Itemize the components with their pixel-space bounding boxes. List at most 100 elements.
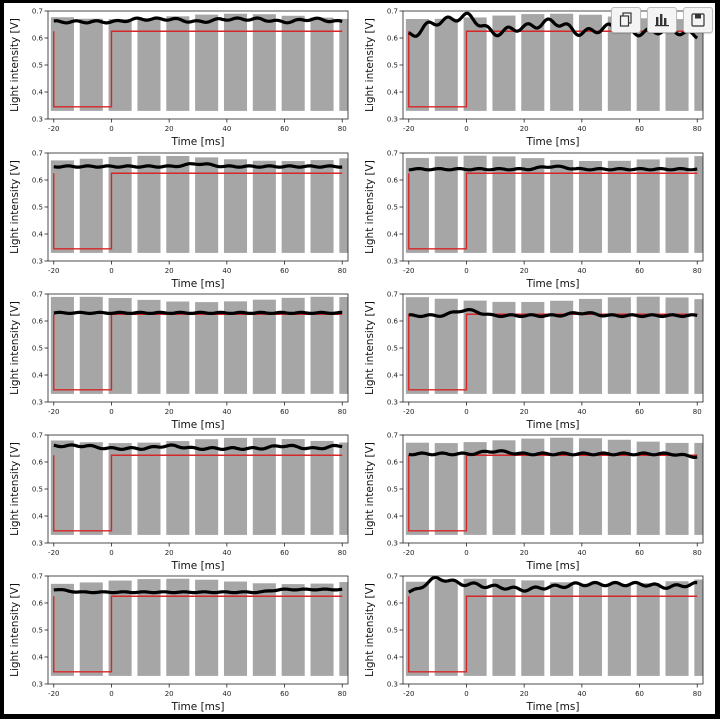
gray-band-segment (607, 439, 631, 535)
gray-band-segment (434, 579, 458, 676)
gray-band-segment (665, 19, 689, 111)
gray-band-segment (665, 581, 689, 676)
gray-band-segment (166, 16, 190, 111)
x-tick-label: 20 (165, 690, 174, 698)
y-tick-label: 0.3 (32, 399, 43, 407)
gray-band-segment (50, 440, 74, 535)
figure-svg: -20 0 20 40 60 80 0.3 0.4 0.5 0.6 0.7 Time [ms] Ligh… (9, 8, 704, 713)
gray-band-segment (281, 161, 305, 253)
y-tick-label: 0.6 (32, 318, 44, 326)
x-tick-label: 80 (693, 690, 702, 698)
y-tick-label: 0.6 (387, 600, 399, 608)
x-tick-label: 20 (165, 549, 174, 557)
x-tick-label: -20 (48, 549, 59, 557)
copy-button[interactable] (611, 7, 641, 33)
gray-band-segment (607, 160, 631, 253)
gray-band-segment (578, 438, 603, 535)
y-tick-label: 0.7 (387, 150, 398, 158)
y-tick-label: 0.7 (32, 291, 43, 299)
gray-band-segment (310, 583, 334, 676)
y-tick-label: 0.6 (387, 35, 399, 43)
gray-band-segment (434, 156, 458, 253)
y-tick-label: 0.3 (387, 681, 398, 689)
y-tick-label: 0.6 (387, 177, 399, 185)
red-step-series (53, 172, 343, 250)
y-tick-label: 0.4 (32, 513, 44, 521)
x-tick-label: 80 (693, 267, 702, 275)
gray-band-segment (434, 18, 458, 111)
y-tick-label: 0.3 (32, 681, 43, 689)
x-axis-label: Time [ms] (171, 278, 225, 290)
x-tick-label: 20 (165, 125, 174, 133)
black-trace-series (408, 164, 698, 172)
subplot-7: -20 0 20 40 60 80 0.3 0.4 0.5 0.6 0.7 Time [ms] Ligh… (9, 432, 349, 572)
gray-band-segment (665, 157, 689, 253)
x-tick-label: 60 (635, 125, 644, 133)
gray-band-segment (521, 301, 545, 394)
bar-chart-button[interactable] (647, 7, 677, 33)
gray-band-segment (636, 583, 660, 676)
y-tick-label: 0.7 (32, 8, 43, 16)
gray-band-segment (607, 584, 631, 676)
save-button[interactable] (683, 7, 713, 33)
x-tick-label: 60 (280, 125, 289, 133)
x-tick-label: 0 (109, 690, 113, 698)
y-tick-label: 0.5 (387, 62, 398, 70)
x-tick-label: 20 (520, 267, 529, 275)
y-tick-label: 0.5 (387, 627, 398, 635)
y-tick-label: 0.4 (387, 89, 399, 97)
plot-area (405, 296, 703, 394)
x-axis-label: Time [ms] (526, 419, 580, 431)
gray-band-segment (521, 14, 545, 111)
gray-band-segment (550, 437, 574, 535)
gray-band-segment (550, 159, 574, 253)
red-step-series (53, 30, 343, 108)
x-axis-label: Time [ms] (526, 701, 580, 713)
gray-band-segment (607, 16, 631, 111)
y-tick-label: 0.4 (387, 372, 399, 380)
gray-band-segment (223, 301, 248, 394)
gray-band-segment (281, 584, 305, 676)
gray-band-segment (79, 18, 103, 111)
plot-area (50, 296, 348, 394)
gray-band-segment (137, 442, 161, 535)
bar-chart-icon (655, 14, 669, 27)
gray-band-segment (195, 14, 219, 111)
subplot-3: -20 0 20 40 60 80 0.3 0.4 0.5 0.6 0.7 Time [ms] Ligh… (9, 150, 349, 290)
x-tick-label: -20 (48, 408, 59, 416)
gray-band-segment (578, 298, 603, 394)
x-tick-label: 0 (464, 267, 468, 275)
gray-band-segment (137, 155, 161, 253)
black-trace-series (408, 576, 698, 594)
gray-band-segment (550, 300, 574, 394)
gray-band-segment (550, 582, 574, 676)
gray-band-segment (665, 442, 689, 535)
y-tick-label: 0.3 (32, 116, 43, 124)
plot-area (405, 437, 703, 535)
black-trace-series (53, 162, 343, 169)
gray-band-segment (310, 440, 334, 535)
gray-band-segment (492, 578, 516, 676)
plot-area (50, 155, 348, 253)
y-tick-label: 0.7 (387, 8, 398, 16)
gray-band-segment (405, 297, 429, 394)
gray-band-segment (252, 583, 276, 676)
red-step-series (53, 595, 343, 673)
x-tick-label: 80 (693, 408, 702, 416)
x-tick-label: 0 (109, 549, 113, 557)
gray-band-segment (694, 156, 703, 253)
y-tick-label: 0.6 (387, 459, 399, 467)
gray-band-segment (252, 14, 276, 111)
x-tick-label: -20 (48, 125, 59, 133)
y-tick-label: 0.6 (32, 459, 44, 467)
gray-band-segment (463, 578, 487, 676)
gray-band-segment (50, 296, 74, 394)
black-trace-series (53, 310, 343, 315)
y-tick-label: 0.5 (32, 62, 43, 70)
x-tick-label: 80 (693, 125, 702, 133)
x-tick-label: 40 (222, 267, 231, 275)
y-tick-label: 0.3 (387, 399, 398, 407)
x-tick-label: 40 (577, 690, 586, 698)
plot-area (405, 576, 703, 676)
y-axis-label: Light intensity [V] (9, 160, 21, 254)
